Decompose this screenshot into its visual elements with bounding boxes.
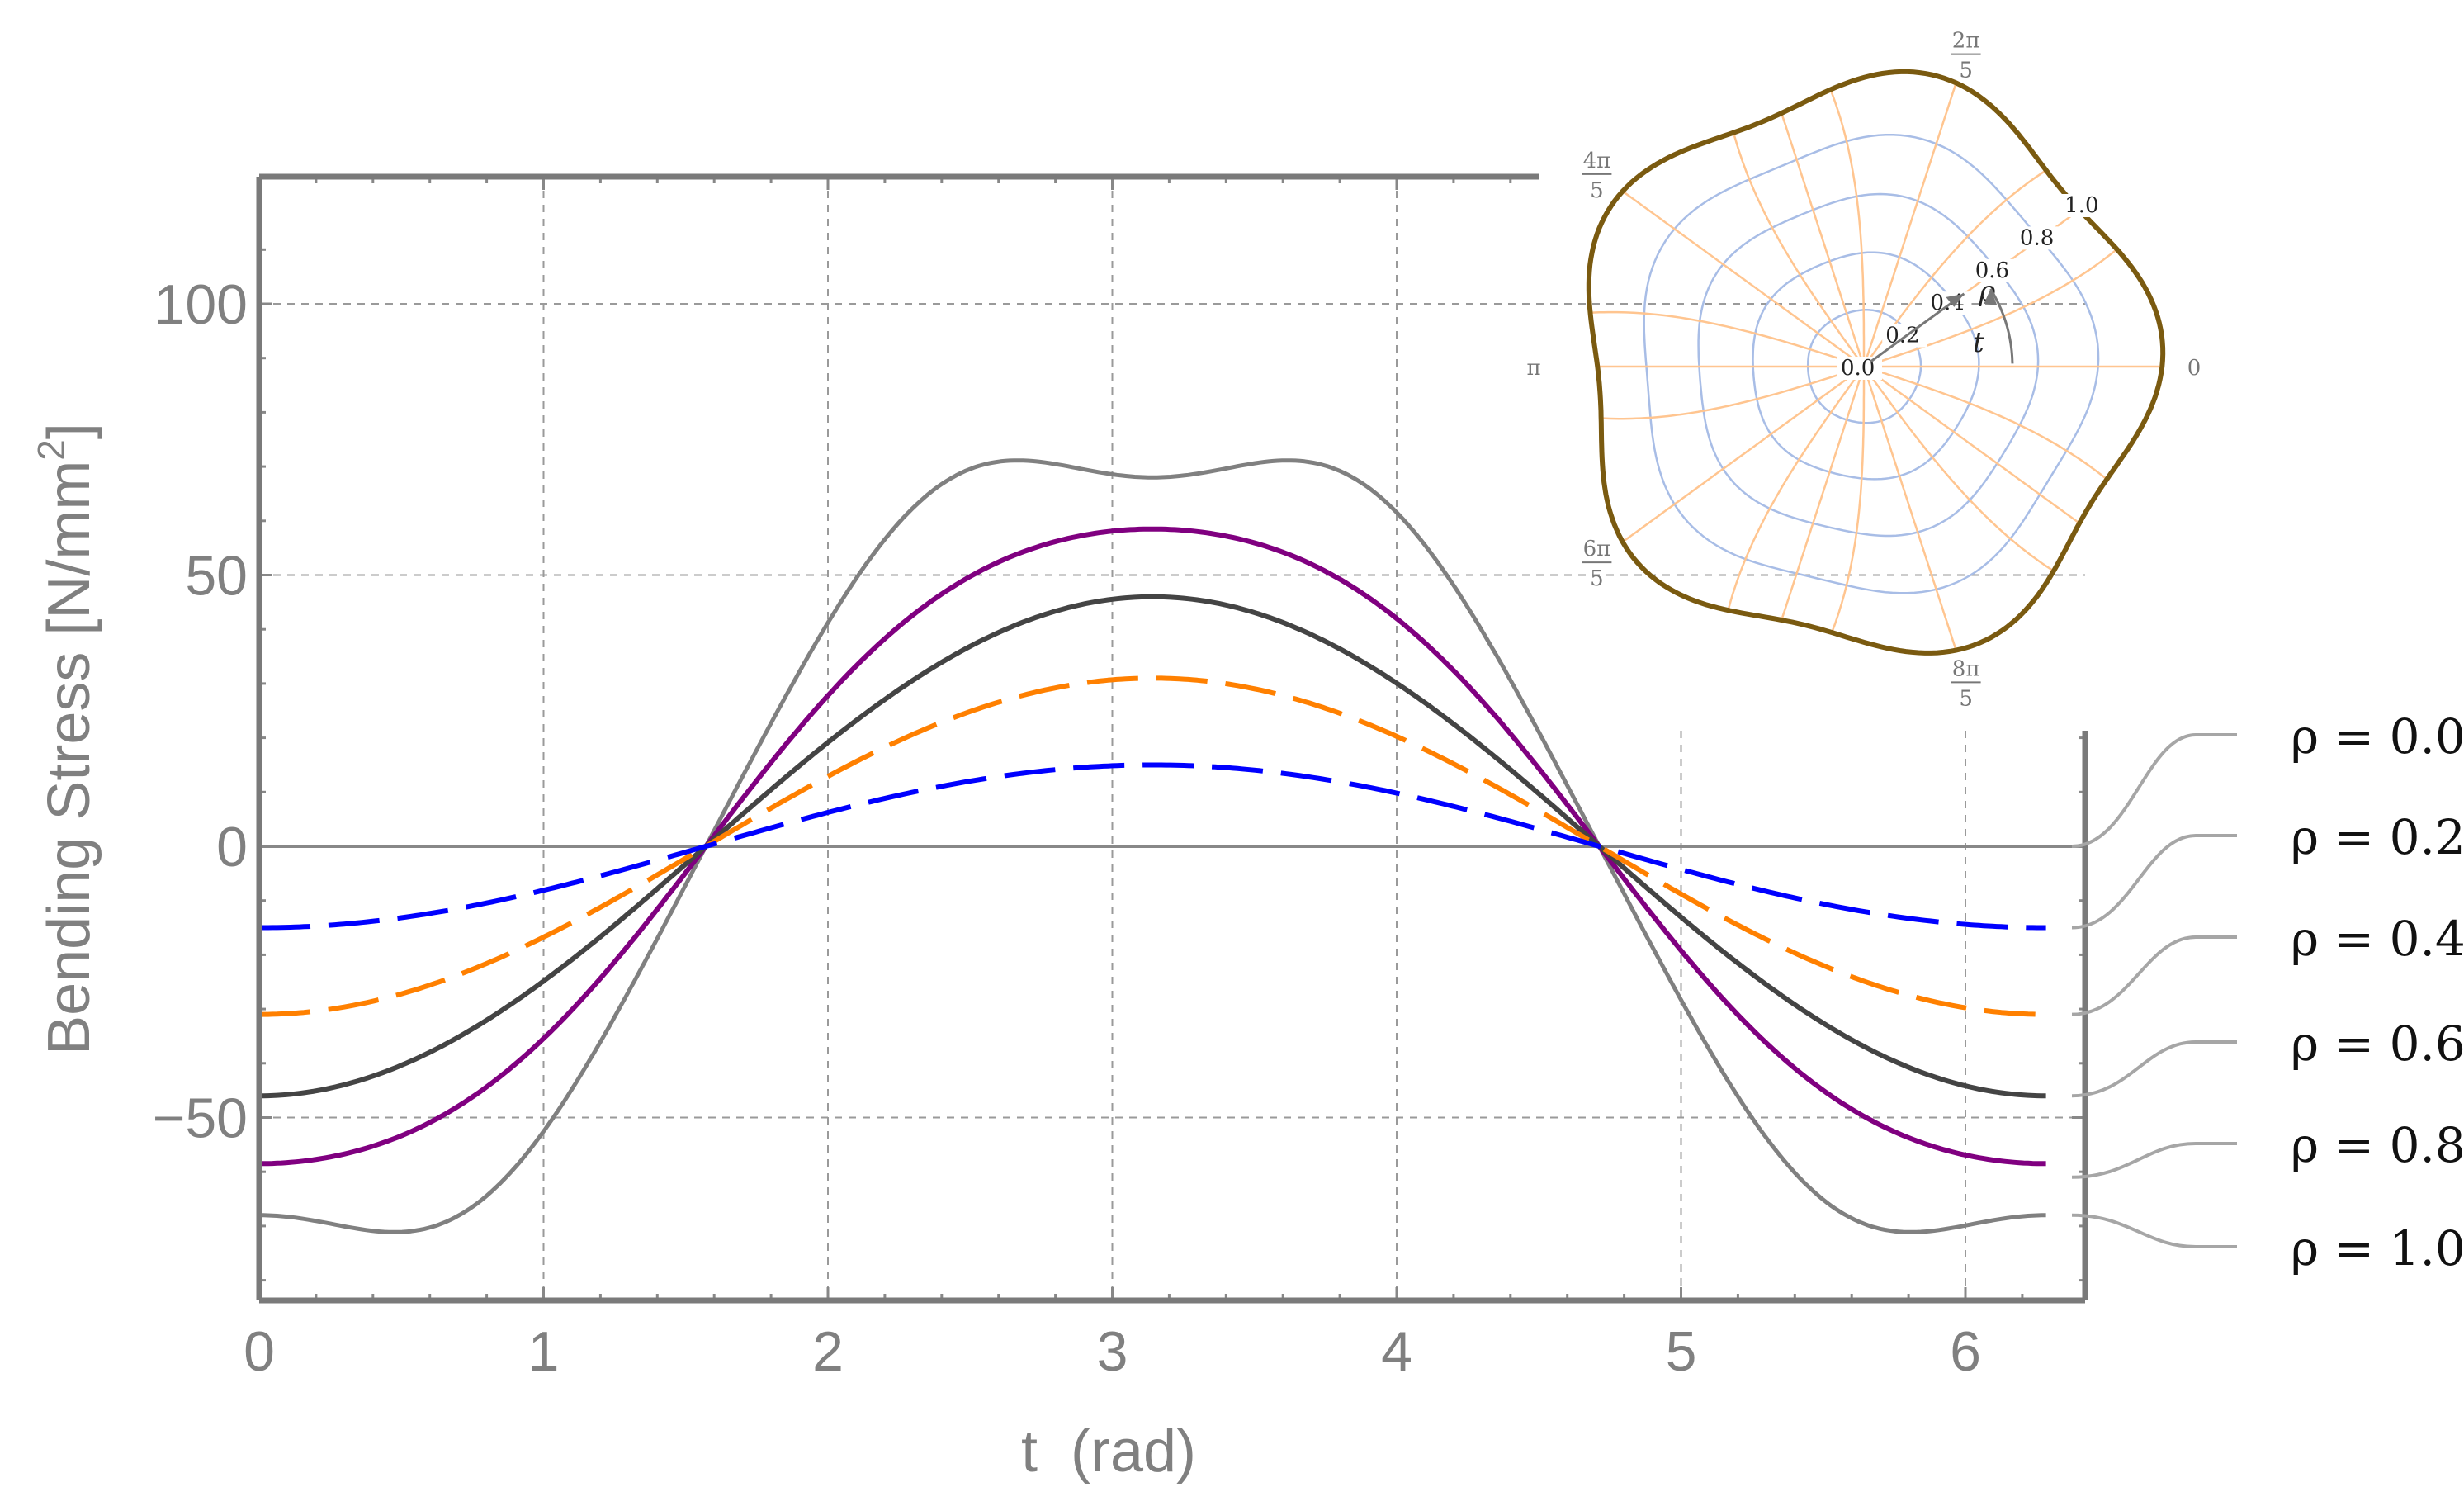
polar-radial-label: 1.0 [2064,193,2098,218]
series-rho-0-6-curve [259,594,2046,1099]
polar-radial-line [1781,112,1866,367]
x-tick-label: 4 [1381,1320,1412,1383]
polar-angle-label-num: 4π [1583,149,1611,173]
series-rho-0-8-curve [259,526,2046,1167]
legend-leader-line [2071,834,2237,930]
legend-label: ρ = 0.2 [2291,809,2464,865]
polar-angle-label-den: 5 [1959,59,1973,83]
polar-angle-label-den: 5 [1590,178,1604,203]
polar-radial-label-bg [2016,226,2061,250]
y-tick-label: 0 [216,816,248,878]
t-arc [1989,288,2014,364]
polar-angle-label-num: 6π [1583,537,1611,561]
y-tick-label: −50 [153,1087,248,1150]
legend-leader-line [2071,1213,2237,1248]
x-tick-label: 6 [1950,1320,1981,1383]
polar-radial-line [1829,89,1866,367]
t-symbol: t [1973,326,1984,359]
polar-angle-label-den: 5 [1959,686,1973,711]
x-tick-label: 5 [1666,1320,1697,1383]
legend-label: ρ = 0.8 [2291,1117,2464,1173]
polar-radial-line [1862,83,1957,367]
legend-leader-line [2071,1040,2237,1098]
polar-radial-line [1863,365,2108,481]
polar-radial-line [1732,132,1866,367]
legend-label: ρ = 1.0 [2291,1220,2464,1276]
series-rho-0-4-curve [258,675,2046,1017]
x-tick-label: 2 [812,1320,844,1383]
plot-frame [256,173,2088,1304]
polar-radial-label: 0.6 [1975,258,2009,283]
polar-radial-line [1727,366,1866,611]
polar-radial-line [1862,366,1957,651]
y-tick-label: 50 [185,545,248,608]
x-tick-label: 0 [244,1320,275,1383]
grid-lines [259,177,2085,1300]
series-rho-0-2-curve [259,762,2046,931]
polar-radial-line [1863,365,2080,524]
legend-leader-line [2071,733,2237,848]
polar-angle-label: π [1526,356,1540,381]
polar-boundary [1586,69,2166,656]
y-axis-title-superscript: 2 [30,439,73,461]
polar-radial-label: 0.4 [1930,291,1964,315]
polar-angle-label-num: 8π [1952,656,1980,681]
polar-radial-line [1590,310,1865,368]
legend-leader-line [2071,935,2237,1016]
polar-angle-label-den: 5 [1590,566,1604,591]
polar-radial-label: 0.2 [1885,324,1919,348]
y-tick-label: 100 [154,273,248,336]
polar-angle-label-num: 2π [1952,29,1980,54]
polar-radial-line [1781,366,1866,621]
y-axis-title: Bending Stress [N/mm2] [30,423,102,1055]
tick-labels: 0 1 2 3 4 5 6 −50 0 50 100 [153,273,1981,1383]
polar-angle-label: 0 [2187,356,2202,381]
polar-radial-line [1621,365,1865,543]
legend-label: ρ = 0.4 [2291,911,2464,967]
x-tick-label: 1 [528,1320,560,1383]
x-axis-title: t (rad) [1021,1418,1196,1485]
polar-radial-line [1862,366,2055,572]
t-arrow-head [1984,288,1998,305]
polar-radial-label: 0.0 [1841,356,1875,381]
series-curves [258,458,2046,1234]
legend-label: ρ = 0.6 [2291,1016,2464,1072]
legend-label: ρ = 0.0 [2291,708,2464,765]
y-axis-title-text: Bending Stress [N/mm [36,461,102,1055]
series-rho-1-0-curve [259,458,2046,1234]
polar-radial-line [1621,190,1865,368]
rho-arrow-shaft [1870,292,1965,363]
legend-leader-line [2071,1142,2237,1179]
legend: ρ = 0.0 ρ = 0.2 ρ = 0.4 ρ = 0.6 ρ = 0.8 ρ = 1… [2071,708,2464,1276]
polar-radial-label-bg [1971,258,2017,282]
polar-radial-line [1863,248,2118,368]
polar-radial-line [1831,367,1866,633]
x-tick-label: 3 [1097,1320,1128,1383]
polar-radial-label-bg [1837,357,1882,380]
polar-radial-label: 0.8 [2020,225,2054,250]
y-axis-title-close: ] [36,423,102,439]
polar-radial-label-bg [2061,193,2107,217]
polar-radial-line [1601,365,1865,420]
rho-arrow-head [1946,293,1965,307]
